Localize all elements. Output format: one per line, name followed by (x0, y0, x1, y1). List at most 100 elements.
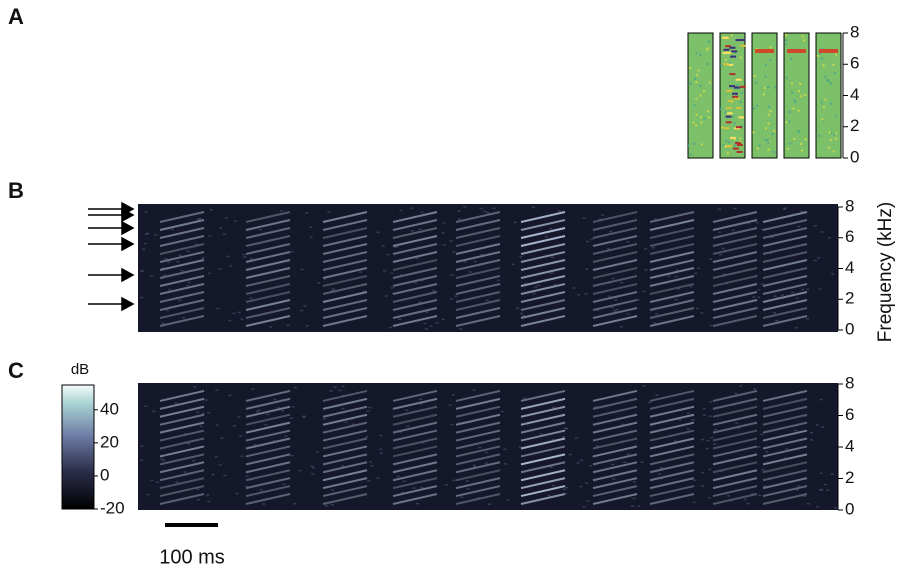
noise (394, 247, 397, 249)
noise (631, 506, 634, 508)
noise (607, 248, 610, 250)
noise (803, 495, 806, 497)
filter-speckle (768, 114, 770, 116)
noise (290, 251, 293, 253)
noise (644, 248, 647, 250)
noise (292, 406, 295, 408)
noise (757, 297, 760, 299)
noise (793, 213, 796, 215)
noise (694, 273, 697, 275)
filter-speckle (725, 52, 731, 54)
noise (220, 437, 223, 439)
filter-speckle (700, 116, 702, 118)
noise (552, 439, 555, 441)
noise (564, 493, 567, 495)
noise (643, 291, 646, 293)
noise (818, 288, 821, 290)
noise (585, 482, 588, 484)
filter-speckle (830, 132, 832, 134)
arrow-head (122, 222, 133, 234)
filter-speckle (785, 39, 787, 41)
noise (821, 231, 824, 233)
filter-speckle (728, 141, 730, 143)
noise (537, 285, 540, 287)
noise (243, 256, 246, 258)
noise (507, 499, 510, 501)
noise (442, 232, 445, 234)
noise (773, 312, 776, 314)
noise (342, 395, 345, 397)
noise (161, 267, 164, 269)
filter-speckle (729, 47, 735, 49)
noise (586, 500, 589, 502)
filter-speckle (826, 79, 828, 81)
filter-speckle (725, 59, 727, 61)
noise (775, 320, 778, 322)
noise (519, 256, 522, 258)
noise (512, 264, 515, 266)
noise (301, 269, 304, 271)
noise (520, 313, 523, 315)
noise (248, 268, 251, 270)
noise (834, 507, 837, 509)
noise (219, 268, 222, 270)
filter-speckle (770, 46, 772, 48)
noise (365, 436, 368, 438)
noise (332, 288, 335, 290)
noise (399, 210, 402, 212)
noise (713, 443, 716, 445)
noise (524, 283, 527, 285)
noise (498, 284, 501, 286)
noise (706, 448, 709, 450)
noise (215, 389, 218, 391)
noise (816, 506, 819, 508)
noise (719, 254, 722, 256)
noise (569, 454, 572, 456)
noise (669, 436, 672, 438)
noise (637, 299, 640, 301)
noise (445, 484, 448, 486)
filter-speckle (703, 90, 705, 92)
noise (627, 313, 630, 315)
noise (550, 272, 553, 274)
noise (186, 285, 189, 287)
noise (585, 268, 588, 270)
noise (477, 497, 480, 499)
noise (181, 270, 184, 272)
filter-speckle (726, 90, 732, 92)
noise (473, 389, 476, 391)
noise (183, 471, 186, 473)
noise (326, 268, 329, 270)
filter-speckle (830, 103, 832, 105)
noise (623, 462, 626, 464)
noise (146, 233, 149, 235)
noise (196, 276, 199, 278)
filter-speckle (734, 122, 736, 124)
noise (749, 212, 752, 214)
filter-speckle (731, 34, 733, 36)
noise (756, 222, 759, 224)
noise (552, 407, 555, 409)
noise (410, 208, 413, 210)
filter-speckle (823, 65, 825, 67)
noise (804, 415, 807, 417)
noise (826, 489, 829, 491)
noise (254, 444, 257, 446)
noise (425, 311, 428, 313)
noise (253, 438, 256, 440)
filter-speckle (754, 75, 756, 77)
filter-speckle (723, 49, 729, 51)
y-tick-label: 6 (845, 405, 854, 424)
noise (718, 231, 721, 233)
filter-speckle (730, 56, 736, 58)
filter-speckle (697, 69, 699, 71)
noise (208, 235, 211, 237)
noise (350, 419, 353, 421)
filter-speckle (740, 101, 742, 103)
noise (580, 460, 583, 462)
noise (491, 246, 494, 248)
y-tick-label: 8 (845, 373, 854, 392)
filter-speckle (688, 144, 690, 146)
filter-speckle (690, 154, 692, 156)
noise (753, 388, 756, 390)
